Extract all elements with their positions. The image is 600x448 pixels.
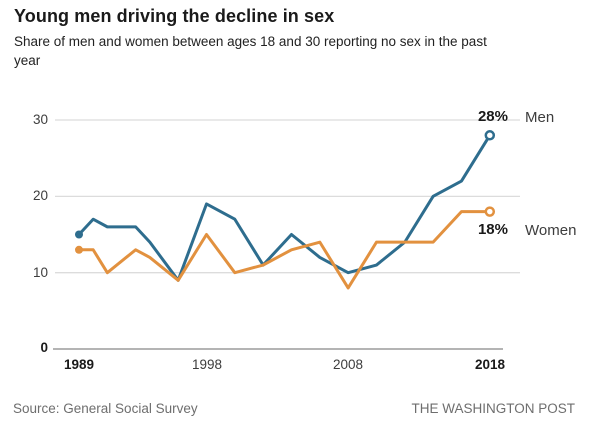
x-axis-tick-1989: 1989 (63, 357, 95, 372)
y-axis-tick-20: 20 (32, 188, 48, 203)
line-chart: 30 20 10 0 1989 1998 2008 2018 28% Men 1… (0, 95, 600, 390)
publisher-text: THE WASHINGTON POST (411, 401, 575, 416)
x-axis-tick-2008: 2008 (332, 357, 364, 372)
women-value-label: 18% (477, 221, 508, 238)
men-series-label: Men (525, 109, 555, 126)
y-axis-tick-30: 30 (32, 112, 48, 127)
women-line (77, 210, 492, 290)
y-axis-tick-10: 10 (32, 265, 48, 280)
chart-subtitle: Share of men and women between ages 18 a… (14, 34, 487, 68)
y-axis-tick-0: 0 (40, 340, 48, 355)
men-line (77, 133, 492, 282)
x-axis-tick-1998: 1998 (191, 357, 223, 372)
women-start-dot (75, 245, 83, 254)
women-end-marker (484, 206, 496, 217)
men-start-dot (75, 230, 83, 239)
chart-footer: Source: General Social Survey THE WASHIN… (13, 401, 575, 416)
x-axis-tick-2018: 2018 (474, 357, 506, 372)
women-series-label: Women (525, 222, 577, 239)
source-text: Source: General Social Survey (13, 401, 198, 416)
men-end-marker (484, 130, 496, 141)
plot-svg (53, 119, 520, 350)
men-value-label: 28% (477, 108, 508, 125)
chart-title: Young men driving the decline in sex (14, 6, 335, 26)
